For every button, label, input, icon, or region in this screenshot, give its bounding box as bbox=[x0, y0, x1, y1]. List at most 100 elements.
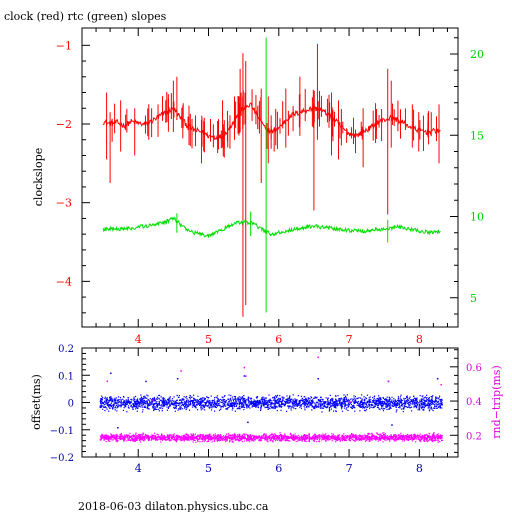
offset-point bbox=[255, 403, 257, 405]
roundtrip-point bbox=[424, 435, 426, 437]
offset-point bbox=[350, 403, 352, 406]
offset-point bbox=[386, 401, 388, 403]
offset-point bbox=[167, 407, 169, 409]
roundtrip-point bbox=[297, 437, 299, 439]
offset-point bbox=[175, 406, 177, 408]
roundtrip-point bbox=[110, 433, 112, 435]
offset-point bbox=[258, 400, 260, 402]
offset-point bbox=[207, 405, 210, 407]
offset-point bbox=[114, 400, 116, 402]
offset-point bbox=[306, 406, 308, 408]
offset-point bbox=[277, 399, 279, 401]
roundtrip-point bbox=[190, 437, 192, 439]
roundtrip-point bbox=[370, 437, 372, 440]
roundtrip-point bbox=[276, 436, 278, 438]
offset-point bbox=[341, 404, 343, 406]
roundtrip-point bbox=[419, 440, 421, 442]
roundtrip-point bbox=[271, 436, 273, 438]
offset-point bbox=[388, 400, 390, 402]
offset-point bbox=[438, 405, 440, 408]
roundtrip-point bbox=[293, 439, 295, 441]
offset-point bbox=[175, 403, 177, 405]
roundtrip-point bbox=[197, 439, 199, 441]
roundtrip-point bbox=[413, 434, 415, 436]
offset-point bbox=[330, 402, 332, 404]
roundtrip-point bbox=[207, 435, 209, 437]
roundtrip-point bbox=[205, 438, 207, 440]
offset-point bbox=[372, 399, 374, 402]
roundtrip-point bbox=[322, 435, 324, 437]
offset-point bbox=[412, 400, 415, 402]
roundtrip-point bbox=[196, 438, 198, 440]
offset-point bbox=[241, 397, 243, 399]
roundtrip-point bbox=[225, 435, 227, 437]
roundtrip-point bbox=[408, 435, 410, 437]
offset-point bbox=[422, 397, 424, 399]
offset-point bbox=[110, 397, 112, 399]
offset-point bbox=[192, 401, 194, 403]
offset-point bbox=[335, 398, 337, 400]
offset-point bbox=[178, 404, 180, 406]
roundtrip-point bbox=[308, 434, 310, 436]
offset-point bbox=[256, 400, 259, 403]
roundtrip-point bbox=[316, 441, 318, 443]
roundtrip-point bbox=[436, 434, 438, 436]
offset-point bbox=[146, 401, 148, 403]
offset-point bbox=[117, 402, 119, 404]
roundtrip-point bbox=[117, 437, 119, 439]
offset-point bbox=[419, 399, 421, 401]
offset-point bbox=[179, 406, 181, 408]
offset-point bbox=[290, 409, 292, 411]
roundtrip-point bbox=[407, 439, 409, 441]
roundtrip-point bbox=[249, 438, 251, 440]
offset-point bbox=[354, 402, 356, 404]
offset-point bbox=[337, 400, 339, 402]
offset-point bbox=[161, 402, 163, 404]
offset-point bbox=[284, 400, 286, 403]
roundtrip-point bbox=[354, 437, 356, 439]
offset-outlier-point bbox=[110, 372, 112, 375]
offset-point bbox=[326, 403, 328, 405]
offset-point bbox=[413, 402, 415, 404]
offset-point bbox=[201, 405, 203, 407]
offset-point bbox=[168, 397, 170, 399]
offset-point bbox=[99, 399, 102, 401]
roundtrip-point bbox=[171, 438, 173, 440]
offset-point bbox=[243, 397, 245, 400]
offset-point bbox=[363, 404, 365, 406]
offset-point bbox=[353, 400, 355, 402]
offset-point bbox=[348, 400, 351, 402]
offset-point bbox=[249, 401, 251, 403]
offset-point bbox=[203, 406, 206, 409]
roundtrip-point bbox=[110, 438, 112, 440]
offset-point bbox=[130, 401, 133, 403]
offset-point bbox=[289, 405, 291, 408]
offset-point bbox=[373, 399, 375, 401]
offset-point bbox=[349, 398, 351, 400]
offset-point bbox=[409, 396, 411, 398]
roundtrip-point bbox=[375, 435, 377, 437]
offset-point bbox=[239, 408, 241, 410]
offset-point bbox=[135, 402, 137, 404]
offset-point bbox=[354, 399, 356, 401]
offset-point bbox=[416, 399, 418, 401]
offset-point bbox=[211, 403, 213, 405]
offset-point bbox=[315, 404, 317, 406]
offset-point bbox=[238, 399, 240, 401]
offset-point bbox=[196, 403, 198, 405]
offset-point bbox=[251, 406, 253, 408]
offset-point bbox=[231, 409, 233, 411]
offset-point bbox=[275, 402, 277, 404]
offset-point bbox=[343, 400, 345, 402]
roundtrip-point bbox=[186, 434, 188, 436]
bottom-panel: offset(ms) rnd−trip(ms) 4 5 6 7 80.20.10−0.1… bbox=[30, 344, 503, 475]
roundtrip-point bbox=[343, 433, 345, 435]
roundtrip-point bbox=[155, 435, 157, 437]
offset-point bbox=[334, 406, 336, 409]
offset-point bbox=[199, 402, 201, 404]
roundtrip-point bbox=[441, 439, 443, 441]
roundtrip-point bbox=[364, 436, 366, 439]
roundtrip-point bbox=[307, 435, 309, 437]
roundtrip-point bbox=[378, 434, 380, 436]
offset-point bbox=[396, 402, 399, 404]
